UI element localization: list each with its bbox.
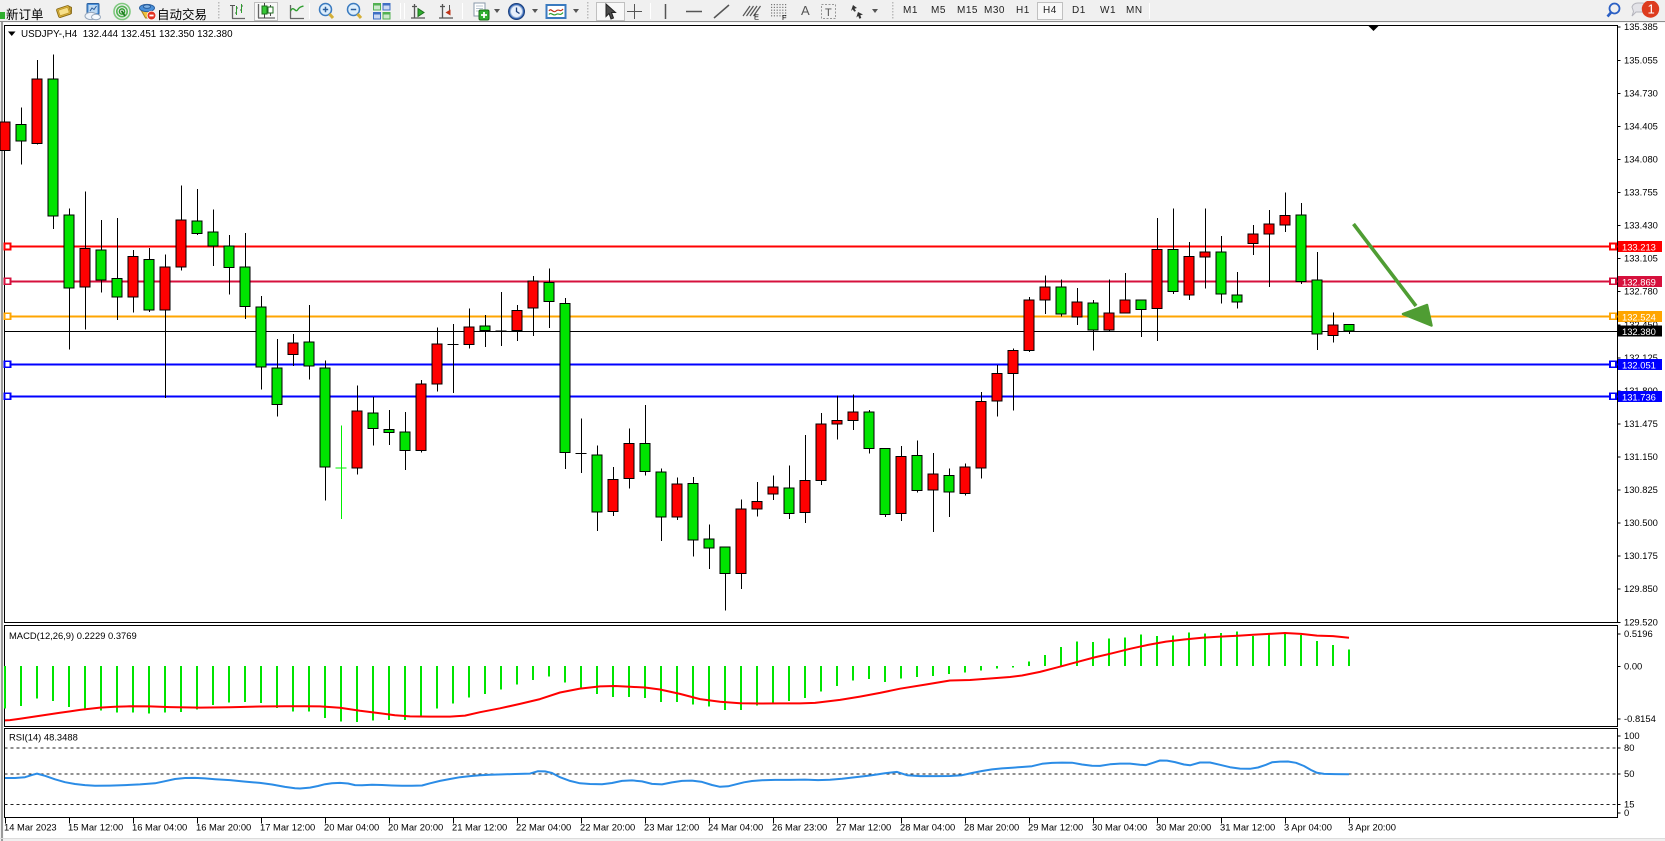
svg-text:MACD(12,26,9) 0.2229 0.3769: MACD(12,26,9) 0.2229 0.3769 — [9, 630, 137, 641]
svg-text:130.825: 130.825 — [1624, 484, 1658, 495]
svg-text:T: T — [825, 7, 832, 19]
svg-text:29 Mar 12:00: 29 Mar 12:00 — [1028, 822, 1083, 833]
svg-text:132.450: 132.450 — [1624, 319, 1658, 330]
svg-text:1: 1 — [1648, 2, 1655, 17]
svg-text:3 Apr 04:00: 3 Apr 04:00 — [1284, 822, 1332, 833]
svg-text:E: E — [754, 13, 759, 22]
svg-text:20 Mar 20:00: 20 Mar 20:00 — [388, 822, 443, 833]
svg-text:133.213: 133.213 — [1622, 242, 1656, 253]
svg-text:28 Mar 20:00: 28 Mar 20:00 — [964, 822, 1019, 833]
svg-text:21 Mar 12:00: 21 Mar 12:00 — [452, 822, 507, 833]
svg-text:135.055: 135.055 — [1624, 55, 1658, 66]
svg-text:RSI(14) 48.3488: RSI(14) 48.3488 — [9, 732, 78, 743]
svg-text:130.175: 130.175 — [1624, 550, 1658, 561]
svg-text:133.755: 133.755 — [1624, 187, 1658, 198]
svg-text:132.869: 132.869 — [1622, 276, 1656, 287]
svg-text:132.524: 132.524 — [1622, 311, 1656, 322]
svg-text:30 Mar 20:00: 30 Mar 20:00 — [1156, 822, 1211, 833]
svg-text:16 Mar 20:00: 16 Mar 20:00 — [196, 822, 251, 833]
svg-text:131.800: 131.800 — [1624, 385, 1658, 396]
svg-text:15: 15 — [1624, 799, 1634, 810]
svg-text:27 Mar 12:00: 27 Mar 12:00 — [836, 822, 891, 833]
svg-text:80: 80 — [1624, 742, 1634, 753]
svg-text:131.475: 131.475 — [1624, 418, 1658, 429]
svg-text:129.520: 129.520 — [1624, 616, 1658, 627]
svg-text:132.380: 132.380 — [1622, 326, 1656, 337]
svg-text:130.500: 130.500 — [1624, 517, 1658, 528]
svg-text:23 Mar 12:00: 23 Mar 12:00 — [644, 822, 699, 833]
svg-text:134.080: 134.080 — [1624, 154, 1658, 165]
svg-text:132.125: 132.125 — [1624, 352, 1658, 363]
svg-text:16 Mar 04:00: 16 Mar 04:00 — [132, 822, 187, 833]
svg-text:F: F — [782, 13, 787, 21]
svg-text:3 Apr 20:00: 3 Apr 20:00 — [1348, 822, 1396, 833]
svg-text:131.150: 131.150 — [1624, 451, 1658, 462]
svg-text:14 Mar 2023: 14 Mar 2023 — [4, 822, 57, 833]
svg-text:30 Mar 04:00: 30 Mar 04:00 — [1092, 822, 1147, 833]
svg-text:0.00: 0.00 — [1624, 661, 1642, 672]
svg-text:135.385: 135.385 — [1624, 21, 1658, 32]
svg-text:22 Mar 04:00: 22 Mar 04:00 — [516, 822, 571, 833]
svg-text:24 Mar 04:00: 24 Mar 04:00 — [708, 822, 763, 833]
svg-text:0: 0 — [1624, 807, 1629, 818]
svg-text:17 Mar 12:00: 17 Mar 12:00 — [260, 822, 315, 833]
svg-text:15 Mar 12:00: 15 Mar 12:00 — [68, 822, 123, 833]
svg-text:131.736: 131.736 — [1622, 391, 1656, 402]
svg-text:31 Mar 12:00: 31 Mar 12:00 — [1220, 822, 1275, 833]
svg-text:100: 100 — [1624, 730, 1640, 741]
svg-text:134.730: 134.730 — [1624, 88, 1658, 99]
svg-text:-0.8154: -0.8154 — [1624, 713, 1656, 724]
svg-text:132.780: 132.780 — [1624, 286, 1658, 297]
svg-text:28 Mar 04:00: 28 Mar 04:00 — [900, 822, 955, 833]
svg-text:26 Mar 23:00: 26 Mar 23:00 — [772, 822, 827, 833]
svg-text:20 Mar 04:00: 20 Mar 04:00 — [324, 822, 379, 833]
svg-text:50: 50 — [1624, 768, 1634, 779]
svg-text:22 Mar 20:00: 22 Mar 20:00 — [580, 822, 635, 833]
svg-text:134.405: 134.405 — [1624, 121, 1658, 132]
svg-text:0.5196: 0.5196 — [1624, 628, 1653, 639]
svg-text:133.105: 133.105 — [1624, 253, 1658, 264]
svg-text:USDJPY-,H4 132.444 132.451 13: USDJPY-,H4 132.444 132.451 132.350 132.3… — [21, 29, 233, 40]
svg-text:132.051: 132.051 — [1622, 359, 1656, 370]
svg-text:129.850: 129.850 — [1624, 583, 1658, 594]
svg-text:133.430: 133.430 — [1624, 220, 1658, 231]
